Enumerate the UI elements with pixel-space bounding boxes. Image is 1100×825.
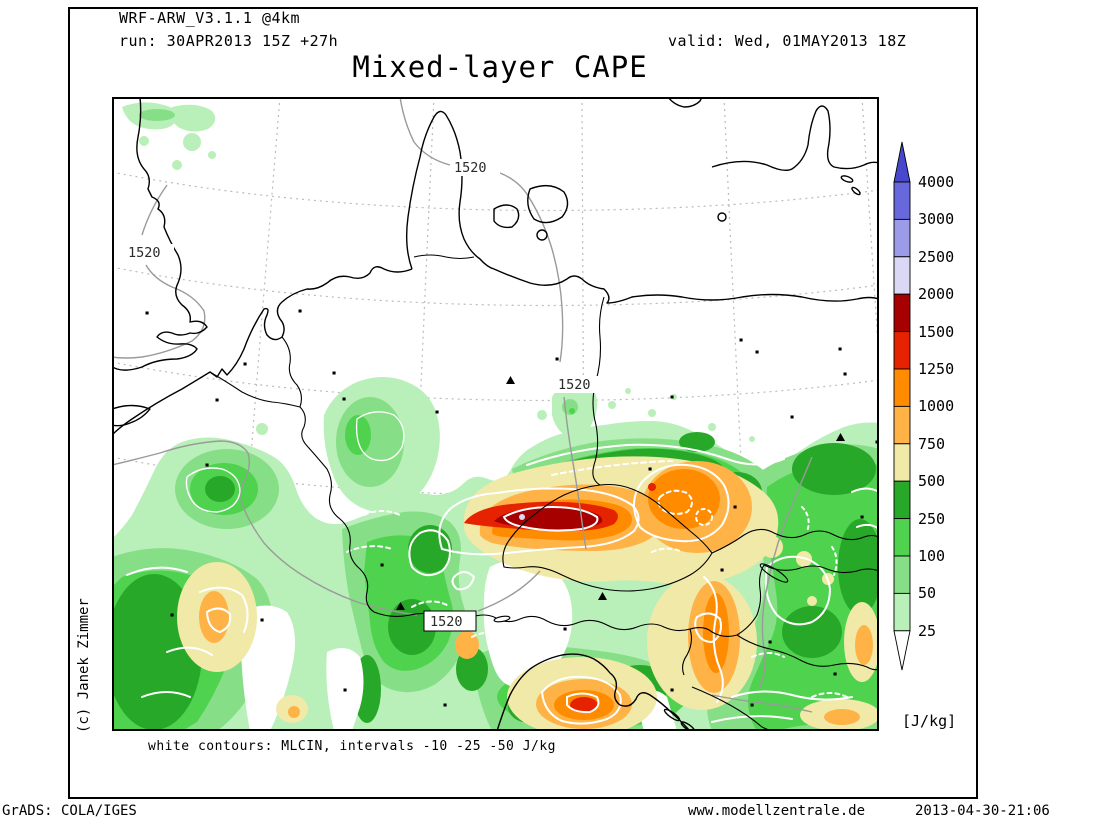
copyright-credit: (c) Janek Zimmer (76, 598, 92, 733)
legend-level-1000: 1000 (918, 397, 954, 415)
legend-level-3000: 3000 (918, 210, 954, 228)
page-title: Mixed-layer CAPE (352, 50, 648, 84)
legend-level-750: 750 (918, 435, 945, 453)
website-label: www.modellzentrale.de (688, 803, 866, 819)
legend-level-500: 500 (918, 472, 945, 490)
legend-unit-label: [J/kg] (902, 712, 957, 730)
colorbar-arrow-down (893, 630, 911, 671)
grads-credit: GrADS: COLA/IGES (2, 803, 137, 819)
valid-time-label: valid: Wed, 01MAY2013 18Z (668, 32, 907, 50)
thickness-label-denmark: 1520 (454, 160, 487, 176)
cape-map: 1520 1520 1520 1520 (106, 96, 905, 737)
legend-level-250: 250 (918, 510, 945, 528)
legend-level-4000: 4000 (918, 173, 954, 191)
mlcin-contours (126, 411, 880, 725)
run-time-label: run: 30APR2013 15Z +27h (119, 32, 339, 50)
thickness-contour-labels: 1520 1520 1520 1520 (124, 159, 603, 632)
legend-level-2000: 2000 (918, 285, 954, 303)
thickness-label-center: 1520 (558, 377, 591, 393)
legend-level-25: 25 (918, 622, 936, 640)
city-markers (145, 309, 879, 707)
legend-level-2500: 2500 (918, 248, 954, 266)
thickness-contours (111, 96, 813, 713)
legend-level-50: 50 (918, 584, 936, 602)
legend-level-1500: 1500 (918, 323, 954, 341)
creation-timestamp: 2013-04-30-21:06 (915, 803, 1050, 819)
cape-map-svg: 1520 1520 1520 1520 (106, 96, 905, 737)
coastlines (111, 96, 880, 733)
thickness-label-west: 1520 (128, 245, 161, 261)
thickness-label-alps: 1520 (430, 614, 463, 630)
cape-colorbar-svg: 4000 3000 2500 2000 1500 1250 1000 750 5… (893, 141, 954, 671)
outer-border (68, 7, 978, 799)
mlcin-caption: white contours: MLCIN, intervals -10 -25… (148, 739, 557, 754)
cape-2000-spot (519, 514, 525, 520)
map-frame (112, 97, 879, 731)
legend-level-100: 100 (918, 547, 945, 565)
colorbar-tick-labels: 4000 3000 2500 2000 1500 1250 1000 750 5… (918, 173, 954, 640)
model-version-label: WRF-ARW_V3.1.1 @4km (119, 9, 301, 27)
legend-level-1250: 1250 (918, 360, 954, 378)
cape-colorbar: 4000 3000 2500 2000 1500 1250 1000 750 5… (880, 140, 990, 704)
colorbar-arrow-up (893, 141, 911, 183)
